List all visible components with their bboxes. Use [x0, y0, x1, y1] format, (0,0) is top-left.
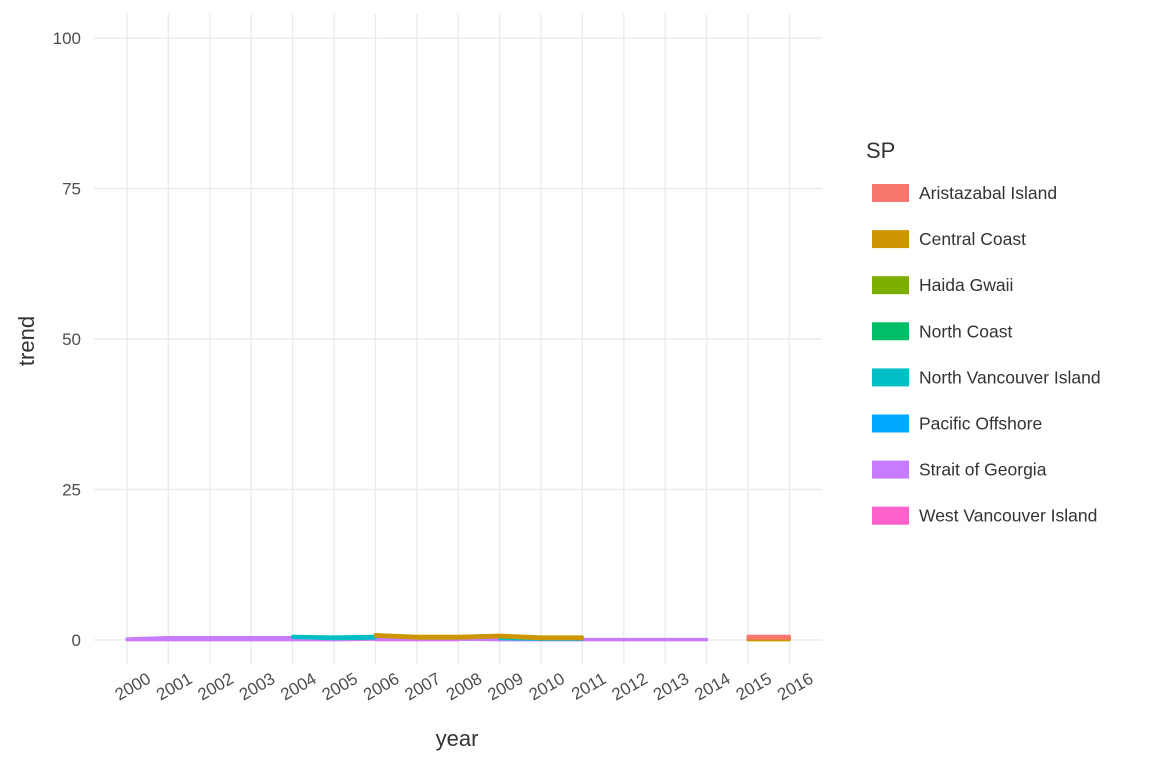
y-axis-title: trend — [14, 316, 39, 366]
x-tick-label: 2007 — [402, 669, 444, 704]
legend-label-aristazabal-island: Aristazabal Island — [919, 183, 1057, 203]
legend-swatch-central-coast — [872, 230, 909, 249]
legend-swatch-haida-gwaii — [872, 276, 909, 295]
y-tick-label: 25 — [62, 480, 81, 499]
legend-label-pacific-offshore: Pacific Offshore — [919, 414, 1042, 434]
y-axis-ticks: 0 25 50 75 100 — [53, 29, 81, 650]
x-tick-label: 2011 — [568, 669, 609, 704]
y-tick-label: 75 — [62, 180, 81, 199]
x-tick-label: 2016 — [774, 669, 816, 704]
x-tick-label: 2010 — [526, 669, 568, 704]
y-tick-label: 100 — [53, 29, 81, 48]
legend-label-strait-of-georgia: Strait of Georgia — [919, 460, 1047, 480]
x-tick-label: 2004 — [277, 669, 319, 704]
x-tick-label: 2008 — [443, 669, 485, 704]
x-tick-label: 2005 — [319, 669, 361, 704]
legend-label-central-coast: Central Coast — [919, 229, 1026, 249]
x-tick-label: 2012 — [609, 669, 651, 704]
series-areas — [125, 633, 791, 642]
grid — [94, 14, 822, 664]
legend-swatch-north-vancouver-island — [872, 368, 909, 387]
x-tick-label: 2003 — [236, 669, 278, 704]
x-tick-label: 2001 — [153, 669, 195, 704]
x-tick-label: 2006 — [360, 669, 402, 704]
area-north-vancouver-island — [291, 634, 377, 641]
legend-title: SP — [866, 138, 895, 163]
area-central-coast — [373, 633, 584, 641]
legend-swatch-north-coast — [872, 322, 909, 341]
legend-label-north-coast: North Coast — [919, 321, 1013, 341]
x-tick-label: 2009 — [484, 669, 526, 704]
legend-swatch-strait-of-georgia — [872, 460, 909, 479]
area-aristazabal-island — [746, 634, 791, 640]
legend-label-haida-gwaii: Haida Gwaii — [919, 275, 1013, 295]
x-axis-ticks: 2000 2001 2002 2003 2004 2005 2006 2007 2008 2009… — [112, 669, 817, 704]
legend-swatch-aristazabal-island — [872, 184, 909, 202]
legend-swatch-pacific-offshore — [872, 414, 909, 433]
legend: SP Aristazabal Island Central Coast Haida … — [866, 138, 1101, 526]
y-tick-label: 0 — [72, 631, 81, 650]
legend-label-north-vancouver-island: North Vancouver Island — [919, 367, 1101, 387]
x-tick-label: 2000 — [112, 669, 154, 704]
x-axis-title: year — [436, 726, 479, 751]
x-tick-label: 2002 — [195, 669, 237, 704]
x-tick-label: 2014 — [691, 669, 733, 704]
legend-label-west-vancouver-island: West Vancouver Island — [919, 506, 1097, 526]
x-tick-label: 2015 — [733, 669, 775, 704]
y-tick-label: 50 — [62, 330, 81, 349]
legend-swatch-west-vancouver-island — [872, 506, 909, 525]
x-tick-label: 2013 — [650, 669, 692, 704]
